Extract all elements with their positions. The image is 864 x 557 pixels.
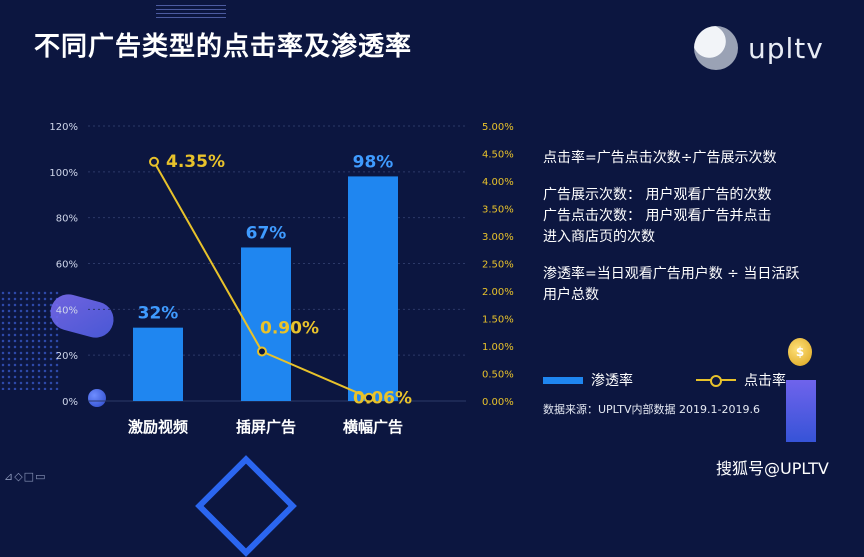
penetration-definition: 渗透率=当日观看广告用户数 ÷ 当日活跃 [543, 266, 800, 282]
y-left-tick-label: 80% [56, 214, 78, 225]
impressions-definition: 广告展示次数： 用户观看广告的次数 [543, 187, 772, 203]
logo-text: upltv [748, 31, 824, 65]
x-tick-label: 激励视频 [128, 418, 188, 436]
data-source: 数据来源：UPLTV内部数据 2019.1-2019.6 [543, 403, 760, 416]
dot-pattern-decoration [0, 290, 60, 390]
legend-bar-swatch [543, 376, 583, 384]
y-left-tick-label: 120% [49, 122, 78, 133]
y-right-tick-label: 4.00% [482, 177, 514, 188]
legend-bar-label: 渗透率 [591, 373, 633, 389]
brand-logo: upltv [694, 26, 824, 70]
x-tick-label: 横幅广告 [343, 418, 403, 436]
clicks-definition: 广告点击次数： 用户观看广告并点击 [543, 208, 772, 224]
legend: 渗透率 点击率 [543, 370, 786, 390]
decorative-lines [156, 4, 226, 18]
line-data-label: 0.06% [353, 389, 412, 409]
line-point [149, 156, 159, 167]
y-right-tick-label: 0.50% [482, 370, 514, 381]
bar [133, 327, 183, 401]
y-right-tick-label: 3.50% [482, 205, 514, 216]
legend-line-swatch [696, 374, 736, 387]
y-right-tick-label: 1.00% [482, 342, 514, 353]
penetration-definition-cont: 用户总数 [543, 287, 599, 303]
line-data-label: 0.90% [260, 319, 319, 339]
toolbar-icons: ⊿◇□▭ [4, 470, 47, 483]
bar-data-label: 98% [353, 152, 394, 172]
legend-line-label: 点击率 [744, 373, 786, 389]
chart: 0% 20% 40% 60% 80% 100% 120% 0.00% 0.50% 1.00% 1.5… [49, 122, 514, 436]
y-right-tick-label: 3.00% [482, 232, 514, 243]
ctr-definition: 点击率=广告点击次数÷广告展示次数 [543, 150, 777, 166]
y-left-tick-label: 20% [56, 351, 78, 362]
coin-icon: $ [788, 338, 812, 366]
definitions-panel: 点击率=广告点击次数÷广告展示次数 广告展示次数： 用户观看广告的次数 广告点击… [543, 148, 799, 306]
y-left-tick-label: 60% [56, 260, 78, 271]
y-right-tick-label: 2.50% [482, 260, 514, 271]
watermark: 搜狐号@UPLTV [716, 459, 829, 478]
x-tick-label: 插屏广告 [236, 418, 296, 436]
line-point [257, 346, 267, 357]
bar-data-label: 32% [138, 304, 179, 324]
y-right-tick-label: 2.00% [482, 287, 514, 298]
pillar-decoration [786, 380, 816, 442]
y-left-tick-label: 40% [56, 305, 78, 316]
bar [241, 247, 291, 401]
bar-data-label: 67% [246, 223, 287, 243]
y-right-tick-label: 5.00% [482, 122, 514, 133]
orb-decoration [88, 389, 106, 407]
y-left-tick-label: 0% [62, 397, 78, 408]
y-right-tick-label: 4.50% [482, 150, 514, 161]
clicks-definition-cont: 进入商店页的次数 [543, 229, 655, 245]
logo-icon [694, 26, 738, 70]
y-left-tick-label: 100% [49, 168, 78, 179]
page-title: 不同广告类型的点击率及渗透率 [34, 32, 413, 62]
y-right-tick-label: 0.00% [482, 397, 514, 408]
line-data-label: 4.35% [166, 152, 225, 172]
y-right-tick-label: 1.50% [482, 315, 514, 326]
line-point [364, 392, 374, 403]
bar [348, 176, 398, 401]
